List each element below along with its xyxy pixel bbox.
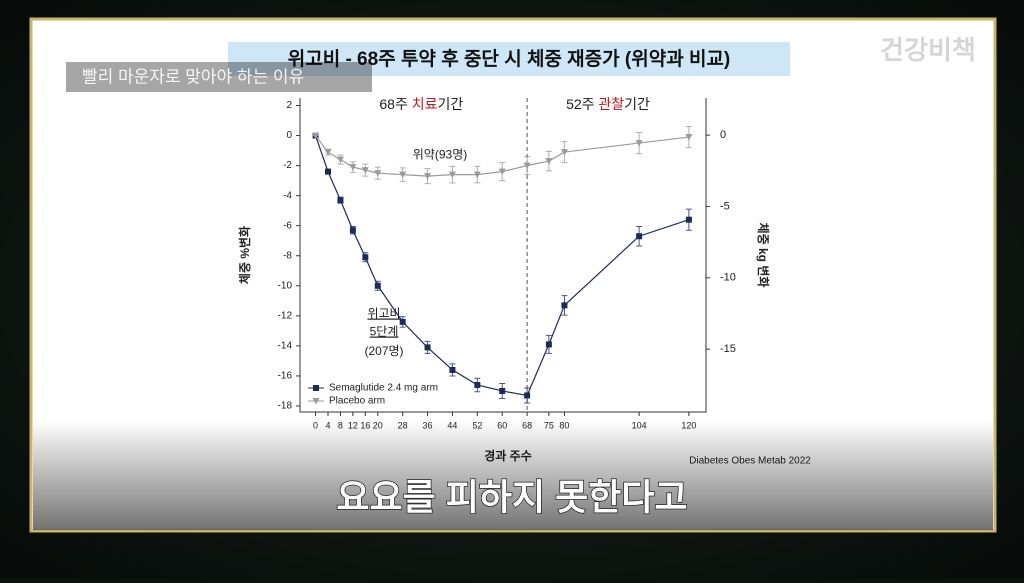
period-label-part: 관찰 <box>598 96 624 112</box>
y2-axis-label: 체중 kg 변화 <box>756 223 771 288</box>
period-label-part: 치료 <box>412 96 438 112</box>
y-tick-label: -2 <box>283 160 292 171</box>
marker <box>325 168 331 175</box>
y-tick-label: -10 <box>278 280 293 291</box>
y-tick-label: 0 <box>286 130 292 141</box>
y-tick-label: -12 <box>278 310 293 321</box>
y-tick-label: -16 <box>278 371 293 382</box>
marker <box>498 168 506 176</box>
marker <box>448 171 456 179</box>
period-label: 52주 관찰기간 <box>566 96 650 112</box>
y-tick-label: -14 <box>278 341 293 352</box>
marker <box>349 227 356 234</box>
chart-title: 위고비 - 68주 투약 후 중단 시 체중 재증가 (위약과 비교) <box>288 48 731 70</box>
period-label-part: 기간 <box>438 96 464 112</box>
y2-tick-label: 0 <box>720 129 726 141</box>
marker <box>560 149 568 156</box>
title-box <box>228 42 790 76</box>
period-label-part: 52주 <box>566 96 598 112</box>
y-tick-label: -4 <box>283 190 292 201</box>
marker <box>499 387 506 394</box>
axis-frame <box>299 98 707 413</box>
y-axis-label: 체중 %변화 <box>237 226 252 284</box>
annotation: 위약(93명) <box>413 146 467 161</box>
y-tick-label: -6 <box>283 220 292 231</box>
marker <box>561 302 568 309</box>
marker <box>473 171 481 179</box>
marker <box>312 132 320 140</box>
annotation: 5단계 <box>370 325 399 339</box>
logo: 건강비책 <box>880 35 976 65</box>
caption: 요요를 피하지 못한다고 <box>336 477 687 518</box>
marker <box>324 149 332 156</box>
marker <box>545 341 552 348</box>
chapter-label: CHAPTER2 <box>70 30 200 57</box>
marker <box>349 164 357 171</box>
y-tick-label: -18 <box>278 401 293 412</box>
legend-marker <box>312 398 320 405</box>
marker <box>524 392 531 399</box>
marker <box>685 216 692 223</box>
marker <box>449 366 456 373</box>
marker <box>361 167 369 174</box>
y2-tick-label: -10 <box>720 272 736 284</box>
marker <box>337 197 344 204</box>
y-tick-label: 2 <box>286 100 292 111</box>
marker <box>399 171 407 179</box>
marker <box>636 233 643 240</box>
marker <box>685 134 693 141</box>
legend-label: Semaglutide 2.4 mg arm <box>329 383 438 394</box>
marker <box>523 162 531 170</box>
series-line <box>314 135 690 397</box>
y2-tick-label: -15 <box>720 343 736 355</box>
chapter-subtitle-box <box>66 62 372 92</box>
marker <box>545 158 553 165</box>
period-label-part: 기간 <box>624 96 650 112</box>
chapter-subtitle: 빨리 마운자로 맞아야 하는 이유 <box>82 67 304 86</box>
y-tick-label: -8 <box>283 250 292 261</box>
marker <box>474 381 481 388</box>
legend-marker <box>313 385 319 391</box>
annotation: 위고비 <box>367 307 400 321</box>
caption-shade <box>33 420 993 530</box>
legend-label: Placebo arm <box>329 396 385 407</box>
period-label: 68주 치료기간 <box>379 96 463 112</box>
series-line <box>315 135 689 177</box>
period-label-part: 68주 <box>379 96 411 112</box>
marker <box>336 156 344 164</box>
marker <box>362 254 369 261</box>
marker <box>374 170 382 177</box>
marker <box>635 140 643 147</box>
y2-tick-label: -5 <box>720 200 730 212</box>
marker <box>374 282 381 289</box>
annotation: (207명) <box>364 344 403 358</box>
marker <box>424 173 432 180</box>
marker <box>424 344 431 351</box>
marker <box>399 318 406 325</box>
